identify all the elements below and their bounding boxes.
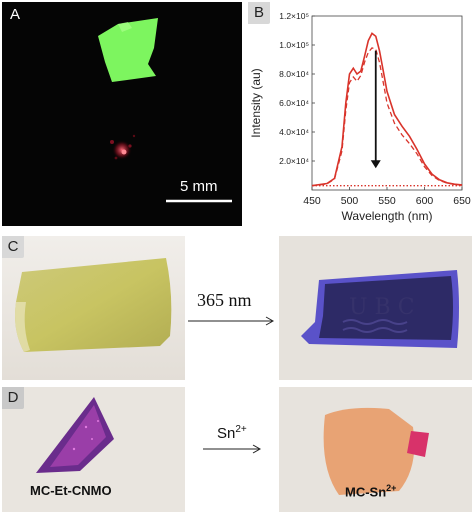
panel-a-photo: A 5 mm [2, 2, 242, 226]
panel-c-after-photo: U B C [279, 236, 472, 380]
x-tick-label: 450 [303, 195, 321, 207]
panel-c-before-photo: C [2, 236, 185, 380]
panel-d-label: D [2, 387, 24, 409]
pink-spot [407, 431, 429, 457]
y-axis-label: Intensity (au) [249, 68, 263, 137]
panel-b-label: B [248, 2, 270, 24]
series-solid-line [311, 32, 463, 187]
y-tick-label: 6.0×10⁴ [279, 98, 309, 108]
right-arrow-icon [188, 316, 275, 326]
y-tick-label: 8.0×10⁴ [279, 69, 309, 79]
plot-frame [311, 15, 463, 191]
panel-a-fluorescence-image [98, 18, 232, 203]
scale-bar-label: 5 mm [180, 178, 218, 195]
x-axis-label: Wavelength (nm) [342, 209, 433, 223]
panel-a-label: A [9, 6, 20, 23]
emission-spectrum-chart: 450 500 550 600 650 2.0×10⁴ 4.0×10⁴ 6.0×10⁴ 8.0×… [249, 11, 471, 223]
y-tick-label: 1.2×10⁵ [279, 11, 309, 21]
panel-b-chart: B 450 500 550 600 650 2.0×10⁴ 4.0×10⁴ 6.0×10⁴ 8.… [248, 2, 472, 234]
x-tick-label: 600 [416, 195, 434, 207]
series-dashed-line [311, 47, 463, 187]
uv-arrow-label: 365 nm [197, 290, 252, 310]
panel-d-before-photo: D MC-Et-CNMO [2, 387, 185, 512]
watermark-logo: U B C [349, 295, 415, 320]
quench-arrow-head [370, 160, 381, 169]
y-tick-label: 4.0×10⁴ [279, 127, 309, 137]
panel-c-label: C [2, 236, 24, 258]
y-tick-label: 1.0×10⁵ [279, 40, 309, 50]
x-tick-label: 500 [341, 195, 359, 207]
y-tick-label: 2.0×10⁴ [279, 156, 309, 166]
tin-arrow-label: Sn2+ [217, 424, 247, 442]
orange-film [323, 407, 415, 495]
yellow-film [15, 258, 172, 352]
x-tick-label: 650 [453, 195, 471, 207]
panel-d-after-photo: MC-Sn2+ [279, 387, 472, 512]
red-glow-spot [112, 140, 132, 160]
right-arrow-icon [203, 444, 262, 454]
green-fluorescent-film [98, 18, 158, 82]
right-sample-label: MC-Sn2+ [345, 483, 397, 500]
left-sample-label: MC-Et-CNMO [30, 483, 112, 498]
x-tick-label: 550 [378, 195, 396, 207]
